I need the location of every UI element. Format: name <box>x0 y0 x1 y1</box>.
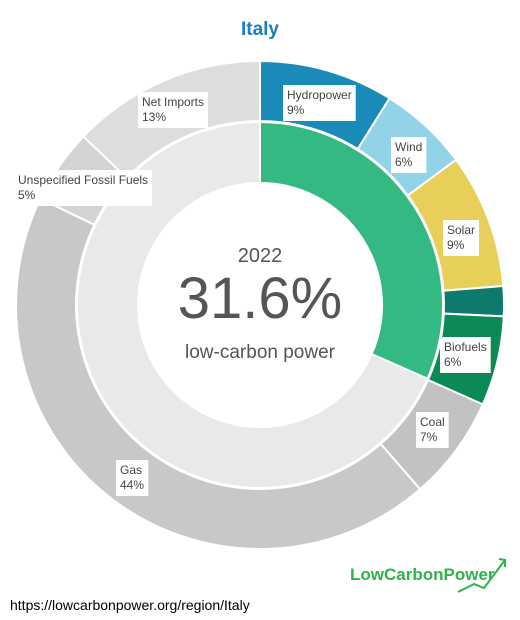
inner-segment <box>259 120 444 381</box>
label-value: 6% <box>444 355 462 369</box>
label-name: Solar <box>447 223 475 237</box>
label-value: 5% <box>18 188 36 202</box>
label-name: Unspecified Fossil Fuels <box>18 173 148 187</box>
label-box <box>138 92 209 128</box>
inner-segment <box>76 120 429 489</box>
label-name: Hydropower <box>287 88 352 102</box>
chart-title: Italy <box>241 19 279 40</box>
label-box <box>116 460 149 496</box>
center-value: 31.6% <box>178 266 342 331</box>
brand-logo[interactable]: LowCarbonPower <box>350 565 495 584</box>
label-box <box>416 412 449 448</box>
segment-labels: Hydropower9%Wind6%Solar9%Biofuels6%Coal7… <box>14 85 491 496</box>
label-name: Coal <box>420 415 445 429</box>
label-value: 44% <box>120 478 144 492</box>
outer-segment <box>442 284 505 318</box>
label-value: 9% <box>287 103 305 117</box>
logo-arrow <box>457 559 506 593</box>
label-name: Gas <box>120 463 142 477</box>
label-value: 7% <box>420 430 438 444</box>
label-value: 6% <box>395 155 413 169</box>
label-name: Biofuels <box>444 340 487 354</box>
label-box <box>14 170 153 206</box>
label-value: 13% <box>142 110 166 124</box>
label-box <box>391 137 427 173</box>
source-url[interactable]: https://lowcarbonpower.org/region/Italy <box>10 597 250 613</box>
label-box <box>443 220 480 256</box>
label-name: Net Imports <box>142 95 204 109</box>
label-name: Wind <box>395 140 422 154</box>
logo-arrowhead <box>498 558 506 567</box>
label-box <box>283 85 356 121</box>
center-year: 2022 <box>238 245 283 267</box>
label-box <box>440 337 491 373</box>
label-value: 9% <box>447 238 465 252</box>
outer-segment <box>15 197 422 550</box>
center-label: low-carbon power <box>185 342 336 363</box>
